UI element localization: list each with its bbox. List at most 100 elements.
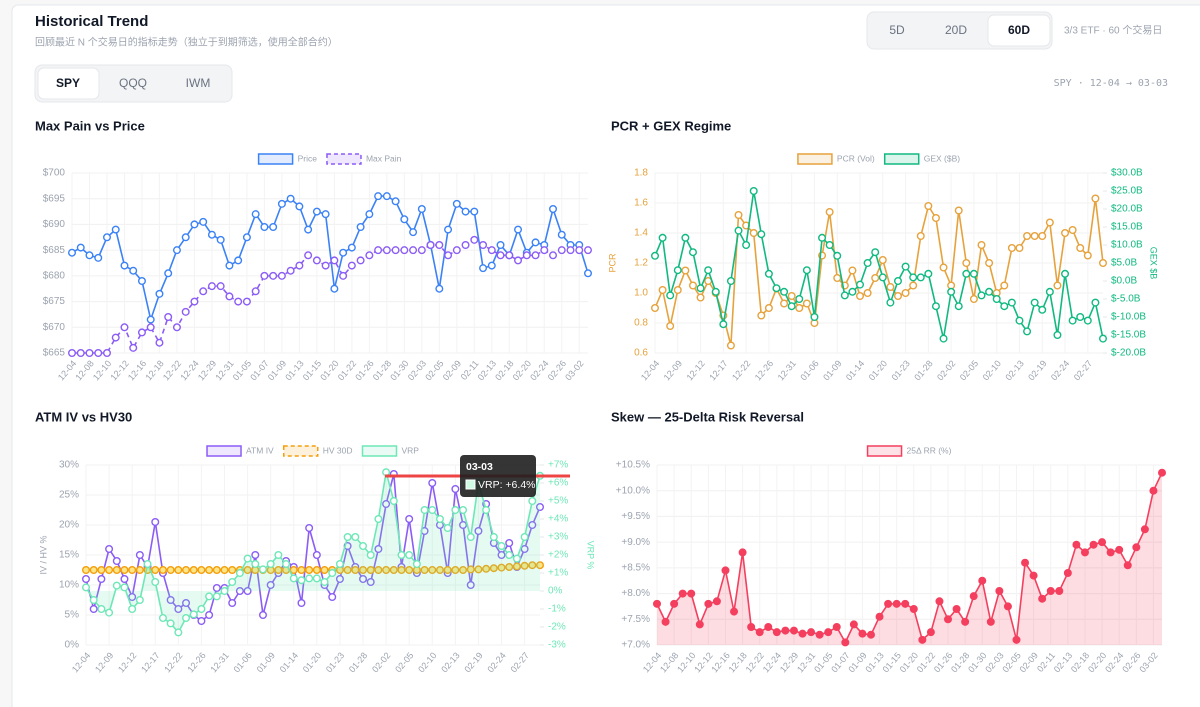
point <box>772 284 781 293</box>
point <box>1068 316 1077 325</box>
y2-tick-label: $-10.0B <box>1111 312 1146 323</box>
point <box>451 566 460 575</box>
point <box>749 186 758 195</box>
point <box>1091 298 1100 307</box>
point <box>479 264 488 273</box>
point <box>549 204 558 213</box>
range-button[interactable]: 5D <box>889 23 905 37</box>
point <box>105 608 114 617</box>
point <box>1021 558 1030 567</box>
point <box>251 287 260 296</box>
point <box>146 323 155 332</box>
y-tick-label: +7.5% <box>621 614 650 625</box>
point <box>105 545 114 554</box>
y2-tick-label: $30.0B <box>1111 168 1143 179</box>
point <box>417 246 426 255</box>
point <box>470 207 479 216</box>
point <box>1023 327 1032 336</box>
y-tick-label: +10.0% <box>616 485 650 496</box>
y-tick-label: $680 <box>43 270 66 281</box>
point <box>1083 316 1092 325</box>
point <box>1080 548 1089 557</box>
range-button[interactable]: 60D <box>1008 23 1030 37</box>
point <box>251 560 260 569</box>
point <box>886 283 895 292</box>
point <box>832 623 841 632</box>
point <box>428 506 437 515</box>
legend-label: HV 30D <box>323 445 353 455</box>
point <box>305 574 314 583</box>
y2-tick-label: $15.0B <box>1111 222 1143 233</box>
point <box>374 515 383 524</box>
point <box>435 240 444 249</box>
point <box>297 599 306 608</box>
point <box>939 263 948 272</box>
point <box>1132 543 1141 552</box>
point <box>174 566 183 575</box>
point <box>207 282 216 291</box>
point <box>339 271 348 280</box>
legend-label: GEX ($B) <box>924 153 961 163</box>
point <box>205 611 214 620</box>
point <box>321 210 330 219</box>
ticker-tab[interactable]: QQQ <box>119 76 147 90</box>
point <box>489 564 498 573</box>
point <box>269 222 278 231</box>
point <box>566 246 575 255</box>
ticker-tab-bg[interactable] <box>37 67 100 100</box>
ticker-tab[interactable]: IWM <box>186 76 211 90</box>
point <box>1091 194 1100 203</box>
point <box>818 233 827 242</box>
point <box>459 506 468 515</box>
point <box>1053 331 1062 340</box>
point <box>220 587 229 596</box>
point <box>428 479 437 488</box>
point <box>359 542 368 551</box>
point <box>94 349 103 358</box>
range-button[interactable]: 20D <box>945 23 967 37</box>
point <box>764 304 773 313</box>
point <box>1046 587 1055 596</box>
y-tick-label: $695 <box>43 193 66 204</box>
point <box>1000 281 1009 290</box>
page-subtitle: 回顾最近 N 个交易日的指标走势（独立于到期筛选，使用全部合约） <box>35 36 338 49</box>
point <box>428 566 437 575</box>
chart-title: Skew — 25-Delta Risk Reversal <box>611 409 804 424</box>
y-tick-label: 0% <box>65 640 80 651</box>
y-tick-label: $665 <box>43 348 66 359</box>
y-tick-label: 20% <box>59 520 79 531</box>
point <box>389 497 398 506</box>
point <box>673 286 682 295</box>
point <box>522 251 531 260</box>
point <box>1003 602 1012 611</box>
point <box>1045 218 1054 227</box>
point <box>111 333 120 342</box>
point <box>789 626 798 635</box>
y2-tick-label: +3% <box>548 532 568 543</box>
legend-swatch <box>866 445 903 457</box>
point <box>312 551 321 560</box>
legend-swatch <box>257 153 294 165</box>
point <box>810 313 819 322</box>
point <box>536 561 545 570</box>
point <box>1076 243 1085 252</box>
point <box>825 240 834 249</box>
point <box>374 545 383 554</box>
point <box>89 596 98 605</box>
point <box>382 566 391 575</box>
point <box>277 271 286 280</box>
point <box>757 311 766 320</box>
point <box>807 628 816 637</box>
point <box>330 284 339 293</box>
point <box>901 289 910 298</box>
range-button-bg[interactable] <box>987 14 1051 47</box>
point <box>466 581 475 590</box>
point <box>505 563 514 572</box>
point <box>1061 269 1070 278</box>
point <box>295 202 304 211</box>
point <box>212 566 221 575</box>
ticker-tab[interactable]: SPY <box>56 76 80 90</box>
point <box>871 248 880 257</box>
legend-swatch <box>883 153 920 165</box>
tooltip-swatch <box>465 479 476 490</box>
